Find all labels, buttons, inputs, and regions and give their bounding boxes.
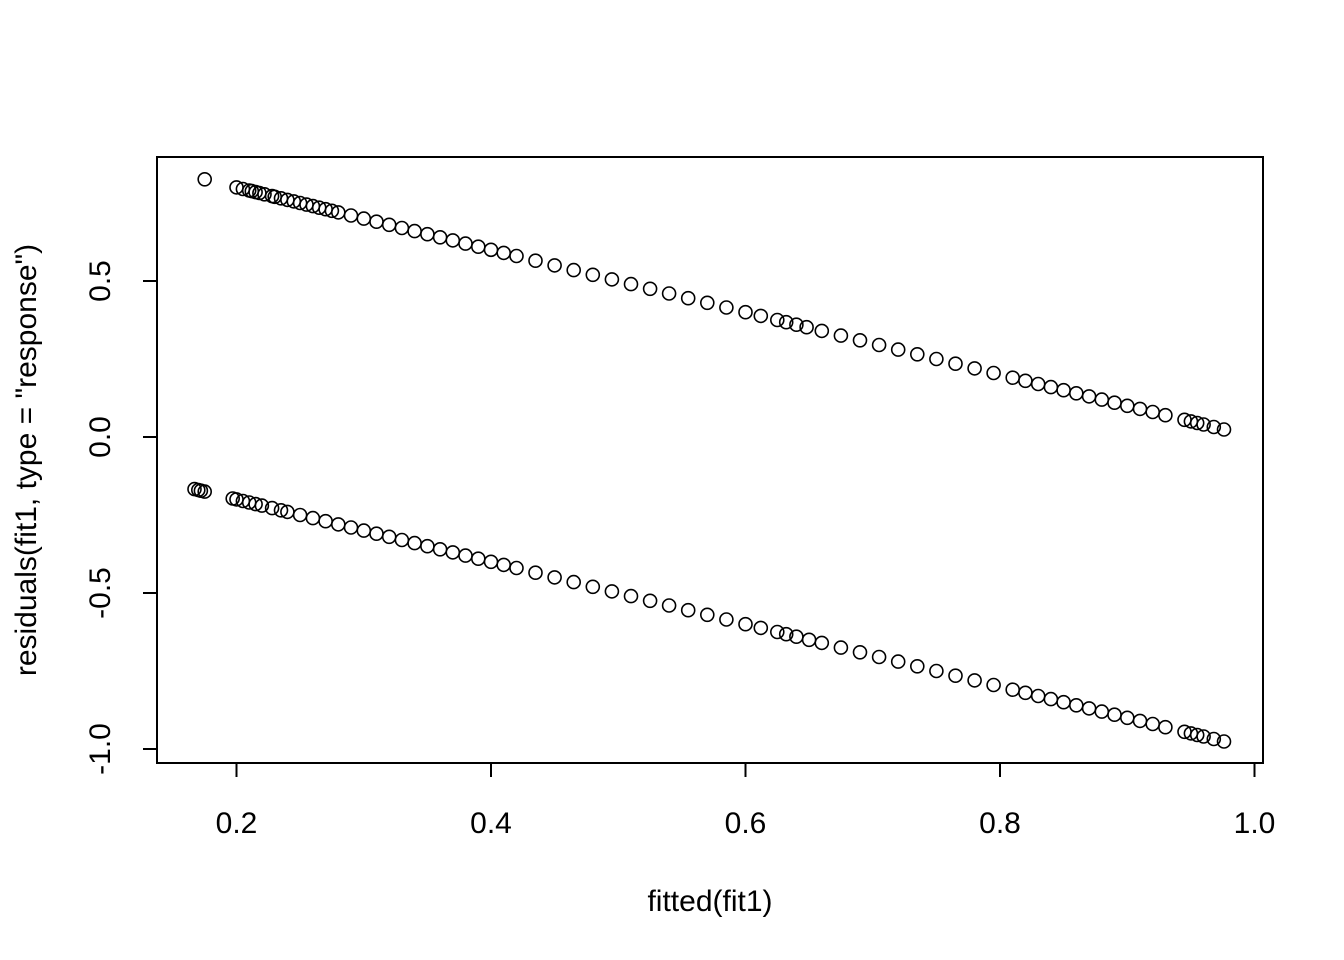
data-point [661, 598, 677, 613]
data-point [753, 308, 769, 324]
data-point [585, 579, 601, 595]
data-point [833, 640, 849, 655]
data-point [1158, 407, 1173, 423]
data-point [1196, 417, 1211, 432]
data-point [986, 365, 1001, 381]
x-tick-label: 0.6 [725, 807, 767, 840]
data-point [248, 496, 263, 512]
x-tick-label: 0.4 [470, 807, 512, 840]
x-axis-title: fitted(fit1) [647, 885, 772, 918]
data-point [967, 361, 982, 376]
data-point [890, 654, 906, 669]
data-point [661, 286, 677, 301]
data-point [273, 502, 289, 518]
y-axis: -1.0 -0.5 0.0 0.5 [84, 260, 158, 775]
data-point [1216, 422, 1232, 437]
data-point [929, 663, 944, 679]
data-point [680, 602, 696, 618]
data-point [254, 498, 270, 513]
data-point [623, 588, 639, 604]
data-point [257, 187, 272, 202]
data-point [642, 593, 658, 609]
y-axis-title: residuals(fit1, type = "response") [10, 244, 43, 676]
x-tick-label: 0.2 [216, 807, 258, 840]
data-point [871, 337, 887, 353]
data-point [719, 300, 734, 315]
data-point [566, 262, 582, 278]
x-tick-label: 0.8 [979, 807, 1021, 840]
data-point [753, 620, 769, 636]
data-point [1189, 727, 1205, 743]
data-point [1189, 415, 1205, 431]
data-point [1158, 719, 1173, 735]
data-point [909, 346, 925, 362]
data-point [1206, 419, 1222, 435]
data-point [604, 584, 620, 599]
data-point [699, 295, 715, 311]
y-tick-label: -1.0 [84, 723, 117, 775]
data-point [719, 612, 734, 627]
data-point [197, 484, 212, 499]
data-point [566, 574, 582, 590]
data-point [264, 500, 280, 516]
data-point [789, 317, 804, 333]
data-point [699, 607, 715, 623]
y-tick-label: 0.0 [84, 416, 117, 458]
data-point [623, 276, 639, 292]
data-point [1216, 734, 1232, 749]
data-point [738, 616, 753, 632]
data-point [948, 668, 963, 684]
data-point [852, 332, 868, 348]
points-layer [187, 172, 1232, 749]
data-point [967, 673, 982, 688]
data-point [814, 635, 830, 651]
data-point [948, 356, 963, 372]
data-point [871, 649, 887, 665]
y-tick-label: 0.5 [84, 260, 117, 302]
data-point [547, 570, 562, 585]
data-point [833, 328, 849, 343]
data-point [197, 172, 212, 187]
data-point [642, 281, 658, 297]
data-point [547, 258, 562, 273]
data-point [1196, 729, 1211, 744]
data-point [604, 272, 620, 287]
data-point [778, 626, 794, 642]
data-point [769, 312, 785, 328]
data-point [986, 677, 1001, 693]
data-point [799, 319, 814, 335]
data-point [909, 658, 925, 674]
data-point [324, 203, 340, 219]
data-point [680, 290, 696, 306]
data-point [1206, 731, 1222, 747]
y-tick-label: -0.5 [84, 567, 117, 619]
data-point [528, 253, 543, 269]
data-point [769, 624, 785, 640]
data-point [778, 314, 794, 330]
data-point [585, 267, 601, 283]
data-point [738, 304, 753, 320]
x-tick-label: 1.0 [1234, 807, 1276, 840]
data-point [528, 565, 543, 581]
data-point [852, 644, 868, 660]
data-point [890, 342, 906, 357]
x-axis: 0.2 0.4 0.6 0.8 1.0 [216, 762, 1276, 840]
data-point [929, 351, 944, 367]
data-point [814, 323, 830, 339]
data-point [509, 248, 524, 264]
data-point [509, 560, 524, 576]
